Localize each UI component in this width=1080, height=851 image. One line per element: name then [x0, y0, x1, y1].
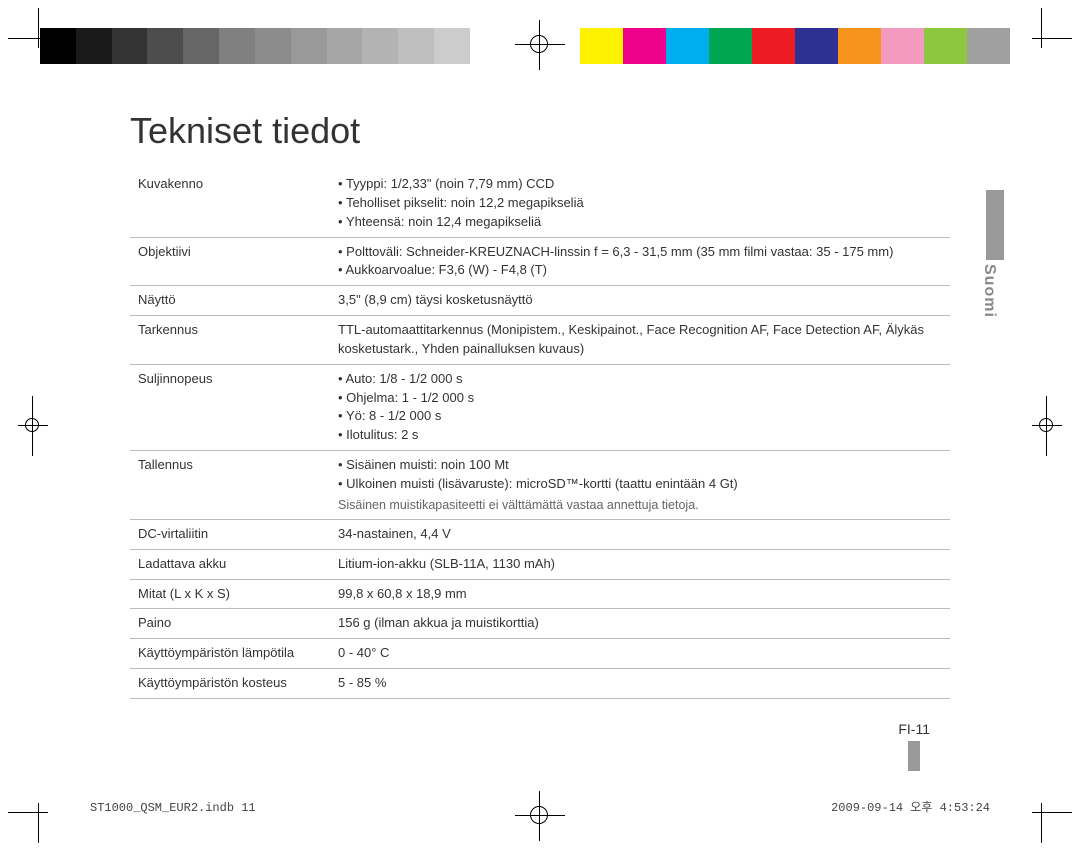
- spec-value: 34-nastainen, 4,4 V: [330, 519, 950, 549]
- footer-filename: ST1000_QSM_EUR2.indb 11: [90, 801, 256, 815]
- spec-value: Polttoväli: Schneider-KREUZNACH-linssin …: [330, 237, 950, 286]
- footer-timestamp: 2009-09-14 오후 4:53:24: [831, 798, 990, 815]
- spec-label: Tarkennus: [130, 316, 330, 365]
- registration-mark: [1032, 396, 1062, 456]
- registration-mark: [18, 396, 48, 456]
- spec-value: 99,8 x 60,8 x 18,9 mm: [330, 579, 950, 609]
- registration-mark: [515, 791, 565, 841]
- spec-label: Suljinnopeus: [130, 364, 330, 450]
- spec-label: Tallennus: [130, 451, 330, 520]
- language-tab: Suomi: [980, 190, 1010, 318]
- spec-label: Käyttöympäristön lämpötila: [130, 639, 330, 669]
- spec-label: Ladattava akku: [130, 549, 330, 579]
- spec-label: DC-virtaliitin: [130, 519, 330, 549]
- spec-value: 3,5" (8,9 cm) täysi kosketusnäyttö: [330, 286, 950, 316]
- spec-label: Kuvakenno: [130, 170, 330, 237]
- specs-table: Kuvakenno Tyyppi: 1/2,33" (noin 7,79 mm)…: [130, 170, 950, 699]
- spec-label: Objektiivi: [130, 237, 330, 286]
- page-number: FI-11: [898, 721, 930, 771]
- spec-value: TTL-automaattitarkennus (Monipistem., Ke…: [330, 316, 950, 365]
- spec-value: Litium-ion-akku (SLB-11A, 1130 mAh): [330, 549, 950, 579]
- page-content: Tekniset tiedot Kuvakenno Tyyppi: 1/2,33…: [130, 110, 950, 699]
- spec-label: Käyttöympäristön kosteus: [130, 669, 330, 699]
- spec-value: Sisäinen muisti: noin 100 MtUlkoinen mui…: [330, 451, 950, 520]
- spec-value: 156 g (ilman akkua ja muistikorttia): [330, 609, 950, 639]
- spec-label: Paino: [130, 609, 330, 639]
- page-title: Tekniset tiedot: [130, 110, 950, 152]
- spec-value: 0 - 40° C: [330, 639, 950, 669]
- spec-value: Auto: 1/8 - 1/2 000 sOhjelma: 1 - 1/2 00…: [330, 364, 950, 450]
- spec-label: Näyttö: [130, 286, 330, 316]
- spec-label: Mitat (L x K x S): [130, 579, 330, 609]
- registration-mark: [515, 20, 565, 70]
- spec-value: 5 - 85 %: [330, 669, 950, 699]
- spec-value: Tyyppi: 1/2,33" (noin 7,79 mm) CCDTeholl…: [330, 170, 950, 237]
